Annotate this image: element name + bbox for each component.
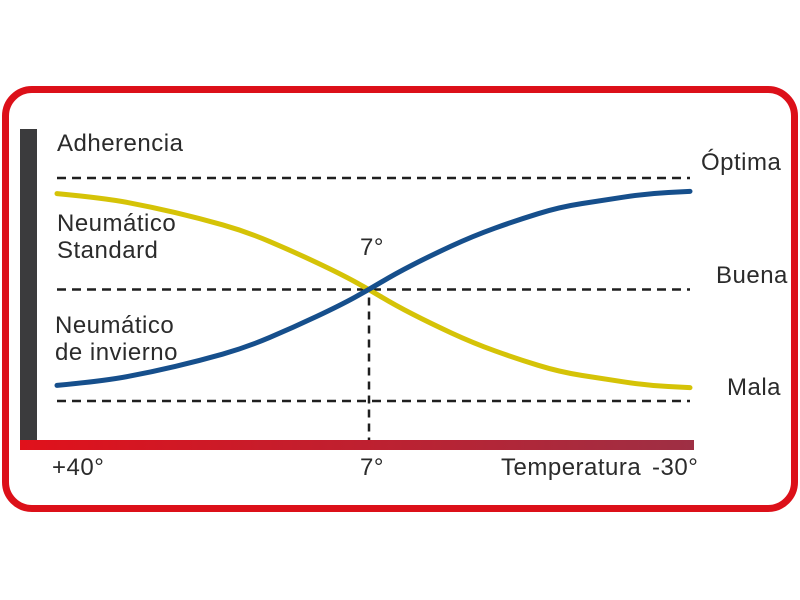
series-label-invierno-line1: Neumático <box>55 312 175 339</box>
series-label-invierno-line2: de invierno <box>55 339 178 366</box>
level-label-mala: Mala <box>727 374 782 401</box>
series-label-standard-line2: Standard <box>57 237 159 264</box>
x-tick-minus30: -30° <box>652 454 699 481</box>
x-axis-bar <box>20 440 694 450</box>
level-label-optima: Óptima <box>701 149 782 176</box>
crossing-temp-label: 7° <box>360 234 384 261</box>
x-axis-title: Temperatura <box>501 454 642 481</box>
series-label-standard-line1: Neumático <box>57 210 177 237</box>
chart-curves-group <box>54 176 693 440</box>
series-label-invierno: Neumático de invierno <box>55 312 178 366</box>
x-tick-plus40: +40° <box>52 454 105 481</box>
y-axis-title: Adherencia <box>57 130 184 157</box>
winter-tire-curve <box>54 188 693 388</box>
level-label-buena: Buena <box>716 262 788 289</box>
series-label-standard: Neumático Standard <box>57 210 176 264</box>
y-axis-bar <box>20 129 37 441</box>
standard-tire-curve <box>54 191 693 391</box>
x-tick-seven: 7° <box>360 454 384 481</box>
